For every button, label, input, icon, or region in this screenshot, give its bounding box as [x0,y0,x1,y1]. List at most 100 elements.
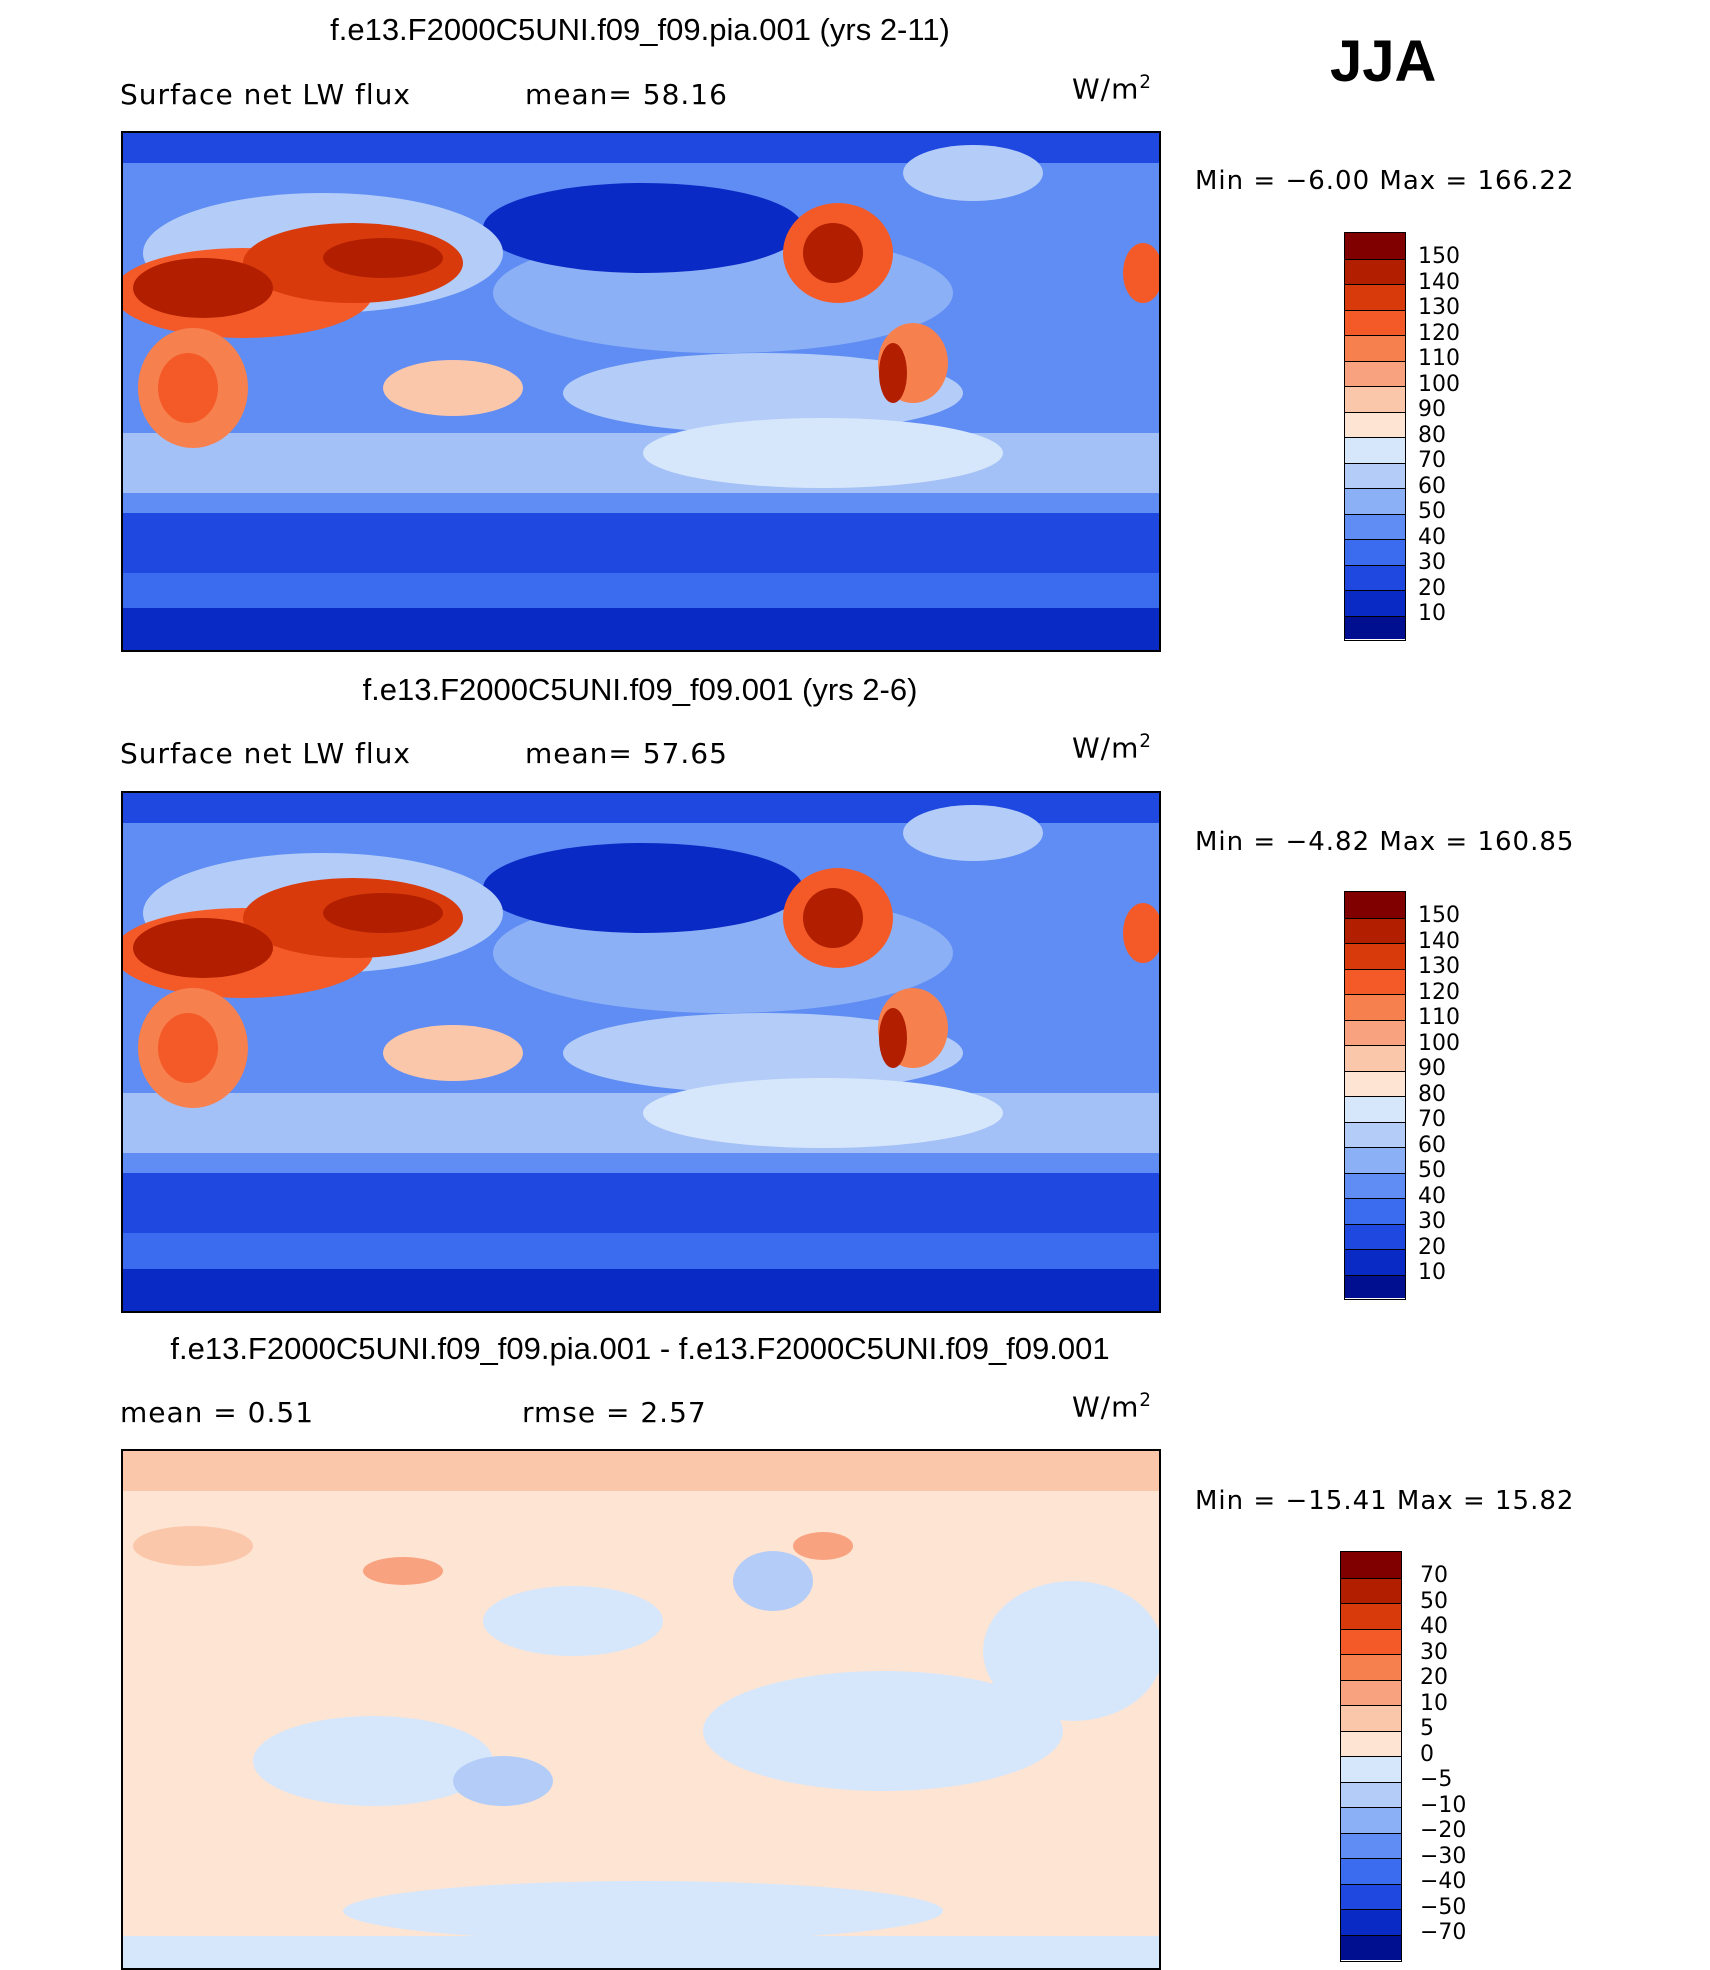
map-top [121,131,1161,652]
colorbar-swatch [1341,1552,1401,1578]
colorbar-swatch [1341,1832,1401,1858]
colorbar-label: 110 [1418,1005,1460,1030]
colorbar-swatch [1345,1121,1405,1147]
colorbar-label: 130 [1418,954,1460,979]
colorbar-label: 70 [1418,448,1446,473]
colorbar-swatch [1345,539,1405,565]
colorbar-label: 70 [1420,1563,1448,1588]
colorbar-swatch [1341,1603,1401,1629]
colorbar-label: 70 [1418,1107,1446,1132]
colorbar-swatch [1345,309,1405,335]
variable-label: Surface net LW flux [120,78,411,111]
colorbar-swatch [1341,1883,1401,1909]
colorbar-label: −10 [1420,1792,1467,1818]
colorbar-middle [1344,891,1406,1300]
mean-label: mean= 58.16 [525,78,728,111]
units-label: W/m2 [1072,72,1152,106]
min-max-label: Min = −4.82 Max = 160.85 [1195,827,1575,857]
panel-title: f.e13.F2000C5UNI.f09_f09.pia.001 (yrs 2-… [330,12,950,47]
colorbar-label: 10 [1418,1260,1446,1285]
colorbar-swatch [1345,615,1405,639]
colorbar-label: 10 [1418,601,1446,626]
colorbar-swatch [1345,1070,1405,1096]
colorbar-swatch [1341,1679,1401,1705]
colorbar-label: 120 [1418,320,1460,346]
panel-title: f.e13.F2000C5UNI.f09_f09.pia.001 - f.e13… [170,1331,1110,1366]
colorbar-label: 140 [1418,928,1460,954]
colorbar-swatch [1345,1198,1405,1224]
colorbar-swatch [1345,513,1405,539]
colorbar-label: 150 [1418,244,1460,269]
colorbar-label: 60 [1418,473,1446,499]
colorbar-swatch [1345,917,1405,943]
colorbar-label: 140 [1418,269,1460,295]
colorbar-label: 20 [1418,1234,1446,1260]
min-max-label: Min = −15.41 Max = 15.82 [1195,1486,1575,1516]
colorbar-swatch [1345,968,1405,994]
colorbar-swatch [1345,892,1405,918]
colorbar-swatch [1341,1934,1401,1960]
colorbar-swatch [1345,1019,1405,1045]
colorbar-swatch [1345,1249,1405,1275]
colorbar-swatch [1345,1274,1405,1298]
colorbar-label: 110 [1418,346,1460,371]
colorbar-label: 20 [1420,1665,1448,1690]
colorbar-label: −5 [1420,1767,1453,1792]
colorbar-label: 30 [1420,1639,1448,1665]
colorbar-label: 150 [1418,903,1460,928]
colorbar-swatch [1341,1654,1401,1680]
colorbar-swatch [1345,564,1405,590]
colorbar-swatch [1345,1045,1405,1071]
colorbar-label: 40 [1420,1614,1448,1639]
colorbar-label: 60 [1418,1132,1446,1158]
colorbar-swatch [1341,1781,1401,1807]
map-top-field [123,133,1159,650]
colorbar-label: 40 [1418,1183,1446,1209]
min-max-label: Min = −6.00 Max = 166.22 [1195,166,1575,196]
colorbar-label: 90 [1418,1056,1446,1081]
colorbar-label: 50 [1418,1158,1446,1183]
units-label: W/m2 [1072,1390,1152,1424]
colorbar-label: 5 [1420,1716,1434,1741]
colorbar-label: 120 [1418,979,1460,1005]
colorbar-label: 80 [1418,422,1446,448]
colorbar-swatch [1345,335,1405,361]
map-middle-field [123,793,1159,1311]
colorbar-label: 100 [1418,371,1460,397]
colorbar-label: −40 [1420,1869,1467,1894]
colorbar-swatch [1345,411,1405,437]
colorbar-swatch [1345,1096,1405,1122]
mean-label: mean= 57.65 [525,737,728,770]
colorbar-swatch [1345,994,1405,1020]
colorbar-swatch [1345,233,1405,259]
map-middle [121,791,1161,1313]
colorbar-label: 130 [1418,295,1460,320]
season-label: JJA [1330,29,1437,94]
colorbar-swatch [1345,1172,1405,1198]
colorbar-bottom [1340,1551,1402,1962]
colorbar-swatch [1341,1577,1401,1603]
colorbar-swatch [1345,284,1405,310]
colorbar-label: −30 [1420,1843,1467,1869]
colorbar-label: 40 [1418,524,1446,550]
panel-title: f.e13.F2000C5UNI.f09_f09.001 (yrs 2-6) [362,672,918,707]
colorbar-swatch [1341,1909,1401,1935]
colorbar-label: −20 [1420,1818,1467,1843]
colorbar-swatch [1345,386,1405,412]
colorbar-label: 100 [1418,1030,1460,1056]
colorbar-label: 50 [1418,499,1446,524]
colorbar-swatch [1345,462,1405,488]
colorbar-swatch [1345,1223,1405,1249]
colorbar-top [1344,232,1406,641]
colorbar-label: 90 [1418,397,1446,422]
colorbar-swatch [1345,488,1405,514]
units-label: W/m2 [1072,731,1152,765]
colorbar-swatch [1341,1858,1401,1884]
map-bottom-field [123,1451,1159,1968]
colorbar-swatch [1345,590,1405,616]
colorbar-label: 0 [1420,1741,1434,1767]
rmse-label: rmse = 2.57 [522,1396,707,1429]
colorbar-swatch [1345,437,1405,463]
colorbar-label: −50 [1420,1894,1467,1920]
variable-label: Surface net LW flux [120,737,411,770]
